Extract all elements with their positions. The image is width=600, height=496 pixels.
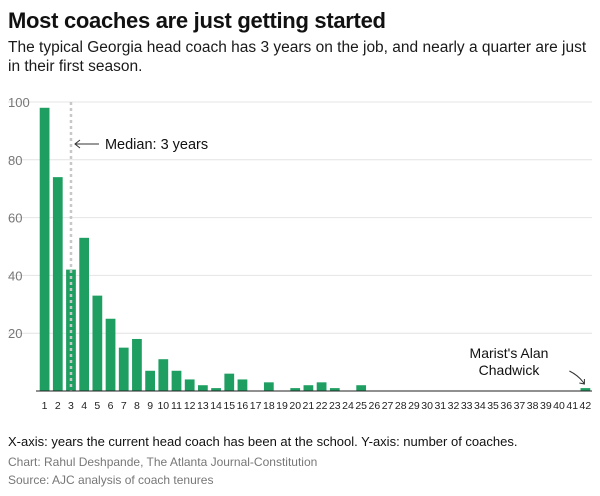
axis-note: X-axis: years the current head coach has…	[8, 434, 518, 449]
x-tick-label-1: 1	[42, 400, 48, 412]
x-tick-label-12: 12	[184, 400, 196, 412]
annotation-label-line-1: Marist's Alan	[470, 345, 549, 361]
x-tick-label-8: 8	[134, 400, 140, 412]
bar-22	[316, 382, 327, 391]
bar-15	[224, 373, 235, 391]
x-tick-label-14: 14	[210, 400, 222, 412]
bar-14	[211, 388, 221, 391]
x-tick-label-17: 17	[250, 400, 262, 412]
x-tick-label-11: 11	[171, 400, 182, 412]
bar-11	[171, 370, 182, 391]
y-axis-ticks: 20 40 60 80 100	[8, 95, 30, 341]
bar-9	[145, 370, 155, 391]
annotation-arrow	[569, 370, 585, 385]
bar-23	[329, 388, 340, 391]
x-tick-label-10: 10	[157, 400, 169, 412]
bar-42	[580, 388, 591, 391]
x-tick-label-22: 22	[316, 400, 328, 412]
bar-7	[118, 347, 129, 391]
bar-2	[52, 177, 63, 391]
x-tick-label-37: 37	[514, 400, 526, 412]
x-tick-label-41: 41	[566, 400, 578, 412]
x-tick-label-6: 6	[108, 400, 114, 412]
bar-18	[263, 382, 274, 391]
x-tick-label-33: 33	[461, 400, 473, 412]
x-tick-label-28: 28	[395, 400, 407, 412]
x-tick-label-18: 18	[263, 400, 275, 412]
x-tick-label-40: 40	[553, 400, 565, 412]
bar-chart: 20 40 60 80 100 Median: 3 years Marist's Ala…	[8, 95, 592, 412]
x-tick-label-15: 15	[223, 400, 235, 412]
x-tick-label-20: 20	[289, 400, 301, 412]
x-tick-label-23: 23	[329, 400, 341, 412]
x-tick-label-31: 31	[434, 400, 446, 412]
x-tick-label-3: 3	[68, 400, 74, 412]
bar-12	[184, 379, 195, 391]
x-tick-label-19: 19	[276, 400, 288, 412]
chart-source: Source: AJC analysis of coach tenures	[8, 473, 214, 487]
x-tick-label-30: 30	[421, 400, 433, 412]
x-tick-label-34: 34	[474, 400, 486, 412]
bar-6	[105, 318, 116, 391]
bar-20	[290, 388, 301, 391]
y-tick-label-40: 40	[8, 268, 22, 283]
annotation: Marist's Alan Chadwick	[470, 345, 585, 385]
x-tick-label-27: 27	[382, 400, 394, 412]
bar-4	[79, 237, 90, 391]
bar-8	[132, 338, 142, 391]
bar-13	[198, 385, 208, 391]
chart-subtitle: The typical Georgia head coach has 3 yea…	[8, 39, 587, 75]
x-tick-label-39: 39	[540, 400, 552, 412]
x-tick-label-26: 26	[369, 400, 381, 412]
y-tick-label-100: 100	[8, 95, 30, 110]
bar-1	[39, 107, 50, 391]
bar-16	[237, 379, 248, 391]
chart-credit: Chart: Rahul Deshpande, The Atlanta Jour…	[8, 455, 318, 469]
x-tick-label-16: 16	[237, 400, 249, 412]
x-tick-label-4: 4	[81, 400, 87, 412]
x-tick-label-24: 24	[342, 400, 354, 412]
gridlines	[8, 101, 592, 334]
x-tick-label-42: 42	[580, 400, 592, 412]
bar-10	[158, 359, 169, 391]
x-tick-label-9: 9	[147, 400, 153, 412]
bar-25	[356, 385, 367, 391]
x-tick-label-21: 21	[303, 400, 315, 412]
bar-5	[92, 295, 103, 391]
x-tick-label-32: 32	[448, 400, 460, 412]
x-tick-label-2: 2	[55, 400, 61, 412]
y-tick-label-60: 60	[8, 211, 22, 226]
x-tick-label-29: 29	[408, 400, 420, 412]
median-label: Median: 3 years	[105, 137, 208, 153]
y-tick-label-80: 80	[8, 153, 22, 168]
x-tick-label-5: 5	[94, 400, 100, 412]
x-tick-label-38: 38	[527, 400, 539, 412]
x-tick-label-35: 35	[487, 400, 499, 412]
annotation-label-line-2: Chadwick	[479, 362, 541, 378]
x-tick-label-7: 7	[121, 400, 127, 412]
x-axis-ticks: 1 2 3 4 5 6 7 8 9 10 11 12 13 14 15 16 17 18 19 20 21 22 23 24 2…	[42, 400, 592, 412]
median-marker: Median: 3 years	[69, 102, 208, 391]
x-tick-label-36: 36	[500, 400, 512, 412]
chart-title: Most coaches are just getting started	[8, 8, 386, 33]
bar-21	[303, 385, 314, 391]
x-tick-label-25: 25	[355, 400, 367, 412]
median-arrow-head	[74, 139, 81, 149]
x-tick-label-13: 13	[197, 400, 209, 412]
y-tick-label-20: 20	[8, 326, 22, 341]
